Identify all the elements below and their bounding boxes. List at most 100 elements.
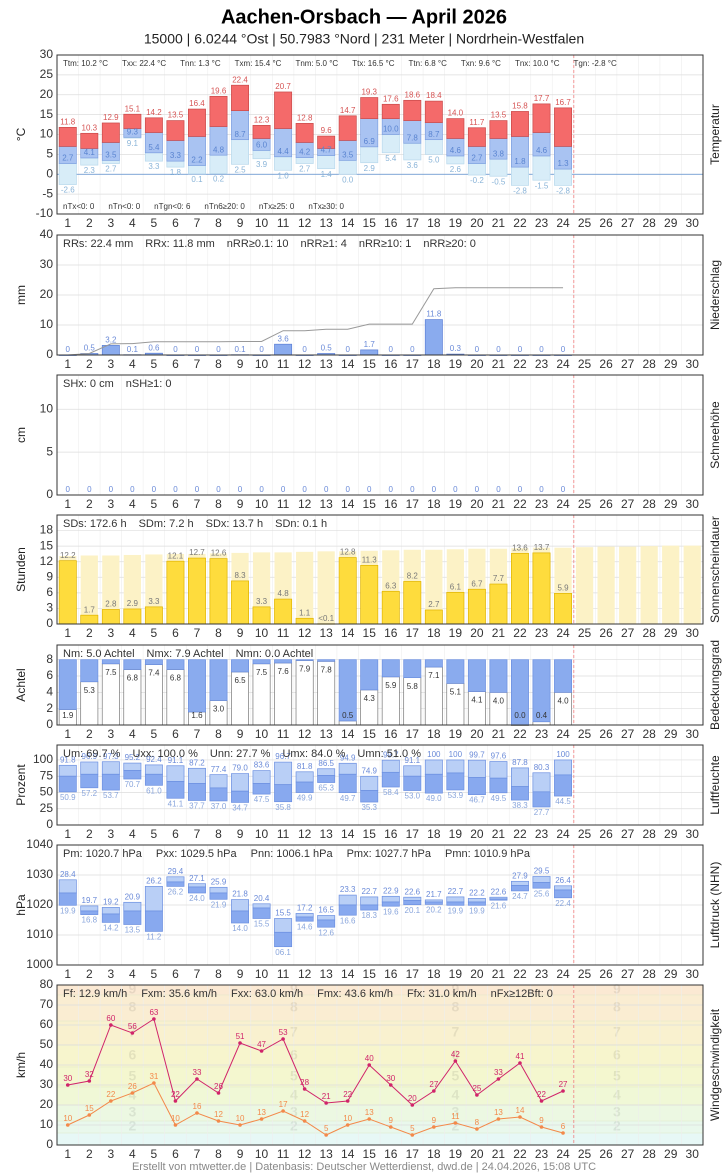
value-label: 1.6 xyxy=(191,711,203,720)
x-tick-label: 30 xyxy=(686,827,700,841)
x-tick-label: 13 xyxy=(319,967,333,981)
y-axis-label: km/h xyxy=(14,1052,28,1078)
upper-bar xyxy=(403,896,422,901)
max-label: 12.9 xyxy=(103,113,119,122)
y-tick-label: 4 xyxy=(46,685,53,699)
max-label: 12.3 xyxy=(254,115,270,124)
max-point xyxy=(281,1037,285,1041)
ground-min-bar xyxy=(532,155,551,181)
max-label: 19.2 xyxy=(103,898,119,907)
x-tick-label: 7 xyxy=(194,967,201,981)
max-point xyxy=(152,1017,156,1021)
stat: nTx≥30: 0 xyxy=(308,202,344,211)
max-label: 100 xyxy=(427,750,441,759)
daylight-bar xyxy=(80,555,98,624)
x-tick-label: 30 xyxy=(686,216,700,230)
mean-point xyxy=(367,1117,372,1121)
max-bar xyxy=(381,103,400,119)
y-axis-label: °C xyxy=(14,127,28,141)
x-tick-label: 22 xyxy=(513,727,527,741)
stat: Tnx: 10.0 °C xyxy=(515,59,560,68)
value-label: 8.2 xyxy=(407,572,419,581)
max-label: 22.6 xyxy=(405,887,421,896)
stat: Pmn: 1010.9 hPa xyxy=(445,848,531,860)
max-label: 21.7 xyxy=(426,890,442,899)
x-tick-label: 30 xyxy=(686,967,700,981)
y-axis-label: cm xyxy=(14,427,28,443)
beaufort-label: 9 xyxy=(451,981,459,997)
stat: nFx≥12Bft: 0 xyxy=(491,988,553,1000)
x-tick-label: 25 xyxy=(578,216,592,230)
value-label: 4.8 xyxy=(278,589,290,598)
lower-bar xyxy=(381,771,400,788)
stat: Nmn: 0.0 Achtel xyxy=(236,648,314,660)
x-tick-label: 2 xyxy=(86,626,93,640)
min-label: 19.9 xyxy=(60,906,76,915)
x-tick-label: 7 xyxy=(194,216,201,230)
lower-bar xyxy=(231,790,249,803)
ground-min-bar xyxy=(424,139,443,155)
lower-bar xyxy=(144,773,163,786)
x-tick-label: 2 xyxy=(86,827,93,841)
x-tick-label: 22 xyxy=(513,357,527,371)
y-tick-label: 70 xyxy=(40,997,54,1011)
x-tick-label: 10 xyxy=(255,827,269,841)
value-label: 0 xyxy=(367,485,372,494)
value-label: 0 xyxy=(195,485,200,494)
ground-min-label: 3.3 xyxy=(148,162,160,171)
upper-bar xyxy=(295,913,314,918)
lower-bar xyxy=(58,775,77,793)
x-tick-label: 19 xyxy=(449,1147,463,1161)
x-tick-label: 26 xyxy=(599,727,613,741)
mean-label: 5 xyxy=(410,1124,415,1133)
max-label: 97.3 xyxy=(103,752,119,761)
x-tick-label: 25 xyxy=(578,1147,592,1161)
min-label: 24.7 xyxy=(512,892,528,901)
upper-bar xyxy=(360,775,379,791)
y-tick-label: 6 xyxy=(46,585,53,599)
upper-bar xyxy=(209,886,228,894)
x-tick-label: 23 xyxy=(535,727,549,741)
min-label: 37.7 xyxy=(189,802,205,811)
daylight-bar xyxy=(252,552,271,624)
plot-frame xyxy=(56,644,704,726)
x-tick-label: 4 xyxy=(129,357,136,371)
min-label: 34.7 xyxy=(232,804,248,813)
x-tick-label: 17 xyxy=(406,216,420,230)
upper-bar xyxy=(252,770,271,784)
x-tick-label: 7 xyxy=(194,827,201,841)
clear-bar xyxy=(209,659,228,701)
bar xyxy=(554,593,572,625)
x-tick-label: 6 xyxy=(172,827,179,841)
value-label: 0 xyxy=(66,345,71,354)
bar xyxy=(231,580,249,625)
bar xyxy=(80,614,99,625)
x-tick-label: 27 xyxy=(621,216,635,230)
x-tick-label: 20 xyxy=(470,497,484,511)
y-tick-label: 1030 xyxy=(26,867,53,881)
ground-min-bar xyxy=(252,150,271,160)
value-label: 6.1 xyxy=(450,582,462,591)
x-tick-label: 13 xyxy=(319,216,333,230)
x-tick-label: 29 xyxy=(664,827,678,841)
value-label: 0 xyxy=(475,345,480,354)
value-label: 0 xyxy=(432,485,437,494)
lower-bar xyxy=(209,892,228,900)
max-bar xyxy=(58,126,77,147)
y-tick-label: 20 xyxy=(40,287,54,301)
max-label: 26.4 xyxy=(555,876,571,885)
y-tick-label: 6 xyxy=(46,668,53,682)
max-label: 15.8 xyxy=(512,102,528,111)
max-label: 16.7 xyxy=(555,98,571,107)
value-label: 1.1 xyxy=(299,608,311,617)
ground-min-bar xyxy=(446,155,465,165)
min-label: 3.8 xyxy=(493,149,505,158)
x-tick-label: 2 xyxy=(86,497,93,511)
min-label: 41.1 xyxy=(168,799,184,808)
max-label: 99.7 xyxy=(383,750,399,759)
stat: Umx: 84.0 % xyxy=(282,748,345,760)
max-label: 21 xyxy=(322,1092,331,1101)
x-tick-label: 25 xyxy=(578,967,592,981)
min-label: 57.2 xyxy=(82,789,98,798)
x-tick-label: 15 xyxy=(363,967,377,981)
